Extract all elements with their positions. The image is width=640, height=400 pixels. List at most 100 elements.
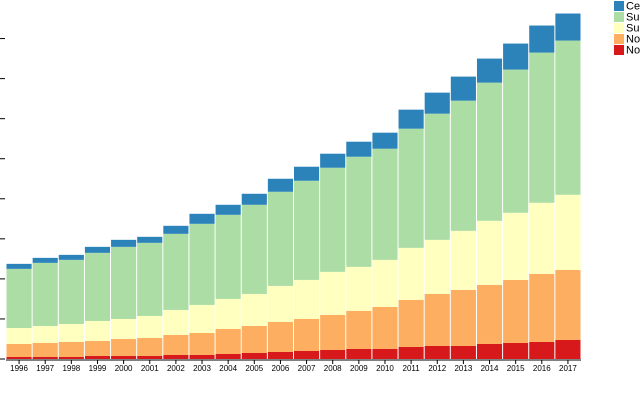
bar-segment xyxy=(294,350,320,359)
bar-segment xyxy=(111,355,137,359)
bar-segment xyxy=(84,246,111,253)
bar-segment xyxy=(32,257,58,263)
x-tick-label: 2010 xyxy=(376,364,394,373)
bar-segment xyxy=(503,279,529,343)
legend-swatch xyxy=(614,34,624,44)
x-tick-label: 2014 xyxy=(481,364,499,373)
bar-segment xyxy=(503,342,529,359)
bar-segment xyxy=(137,315,163,338)
bar-segment xyxy=(346,348,372,359)
bar-segment xyxy=(398,128,424,248)
bar-segment xyxy=(294,279,320,319)
bar-segment xyxy=(111,246,137,319)
bar-segment xyxy=(398,346,424,359)
bar-segment xyxy=(215,214,241,299)
bar-segment xyxy=(476,82,503,221)
bar-segment xyxy=(111,338,137,356)
bar-segment xyxy=(346,310,372,349)
bar-segment xyxy=(450,289,476,346)
bar-segment xyxy=(84,340,111,356)
legend-swatch xyxy=(614,12,624,22)
bar-segment xyxy=(320,349,346,359)
x-tick-label: 1997 xyxy=(36,364,54,373)
bar-segment xyxy=(320,314,346,350)
bar-segment xyxy=(529,202,555,274)
x-tick-label: 2003 xyxy=(193,364,211,373)
bar-segment xyxy=(32,356,58,359)
bar-segment xyxy=(450,230,476,290)
bar-segment xyxy=(450,100,476,231)
bar-segment xyxy=(320,167,346,272)
x-tick-label: 1999 xyxy=(89,364,107,373)
bar-segment xyxy=(6,356,32,359)
bar-segment xyxy=(529,25,555,53)
bar-segment xyxy=(267,285,293,322)
x-tick-label: 2011 xyxy=(403,364,421,373)
bar-segment xyxy=(111,318,137,339)
bar-segment xyxy=(294,166,320,181)
bar-segment xyxy=(346,156,372,267)
bar-segment xyxy=(137,242,163,316)
bar-segment xyxy=(241,293,267,326)
bar-segment xyxy=(241,204,267,294)
legend-label: Suc xyxy=(626,11,640,23)
bar-segment xyxy=(32,262,58,326)
x-tick-label: 2013 xyxy=(454,364,472,373)
bar-segment xyxy=(555,13,581,41)
bar-segment xyxy=(372,348,398,359)
bar-segment xyxy=(372,132,398,149)
bar-segment xyxy=(476,58,503,83)
bar-segment xyxy=(267,191,293,286)
bar-segment xyxy=(6,327,32,344)
bar-segment xyxy=(241,193,267,205)
bar-segment xyxy=(163,309,189,335)
legend-label: Cer xyxy=(626,0,640,12)
bar-segment xyxy=(398,109,424,129)
x-tick-label: 1998 xyxy=(62,364,80,373)
bar-segment xyxy=(555,194,581,270)
bar-segment xyxy=(215,298,241,329)
bar-segment xyxy=(215,328,241,354)
bar-segment xyxy=(372,259,398,307)
x-tick-label: 2009 xyxy=(350,364,368,373)
bar-segment xyxy=(267,321,293,352)
bar-segment xyxy=(241,352,267,359)
bar-segment xyxy=(84,355,111,359)
bar-segment xyxy=(163,334,189,355)
bar-segment xyxy=(529,52,555,203)
bar-segment xyxy=(189,354,215,359)
x-tick-label: 2012 xyxy=(428,364,446,373)
bar-segment xyxy=(163,354,189,359)
bar-segment xyxy=(58,341,84,357)
x-tick-label: 2001 xyxy=(141,364,159,373)
bar-segment xyxy=(215,353,241,359)
bar-segment xyxy=(476,284,503,344)
bar-segment xyxy=(503,43,529,70)
x-tick-label: 2008 xyxy=(324,364,342,373)
bar-segment xyxy=(503,212,529,280)
legend-label: Nor xyxy=(626,33,640,45)
bar-segment xyxy=(503,69,529,213)
bar-segment xyxy=(241,325,267,353)
bar-segment xyxy=(6,343,32,357)
x-tick-label: 2002 xyxy=(167,364,185,373)
bar-segment xyxy=(346,141,372,157)
bar-segment xyxy=(6,263,32,269)
bar-segment xyxy=(398,247,424,300)
bar-segment xyxy=(424,92,450,114)
bar-segment xyxy=(6,268,32,328)
bar-segment xyxy=(424,345,450,359)
bar-segment xyxy=(555,269,581,340)
bar-segment xyxy=(294,318,320,351)
bar-segment xyxy=(32,325,58,343)
bar-segment xyxy=(294,180,320,280)
bar-segment xyxy=(398,299,424,347)
bar-segment xyxy=(137,355,163,359)
bar-segment xyxy=(372,148,398,260)
bar-segment xyxy=(529,273,555,342)
bar-segment xyxy=(320,271,346,315)
x-tick-label: 2006 xyxy=(272,364,290,373)
bar-segment xyxy=(58,323,84,342)
legend-label: Sul xyxy=(626,22,640,34)
